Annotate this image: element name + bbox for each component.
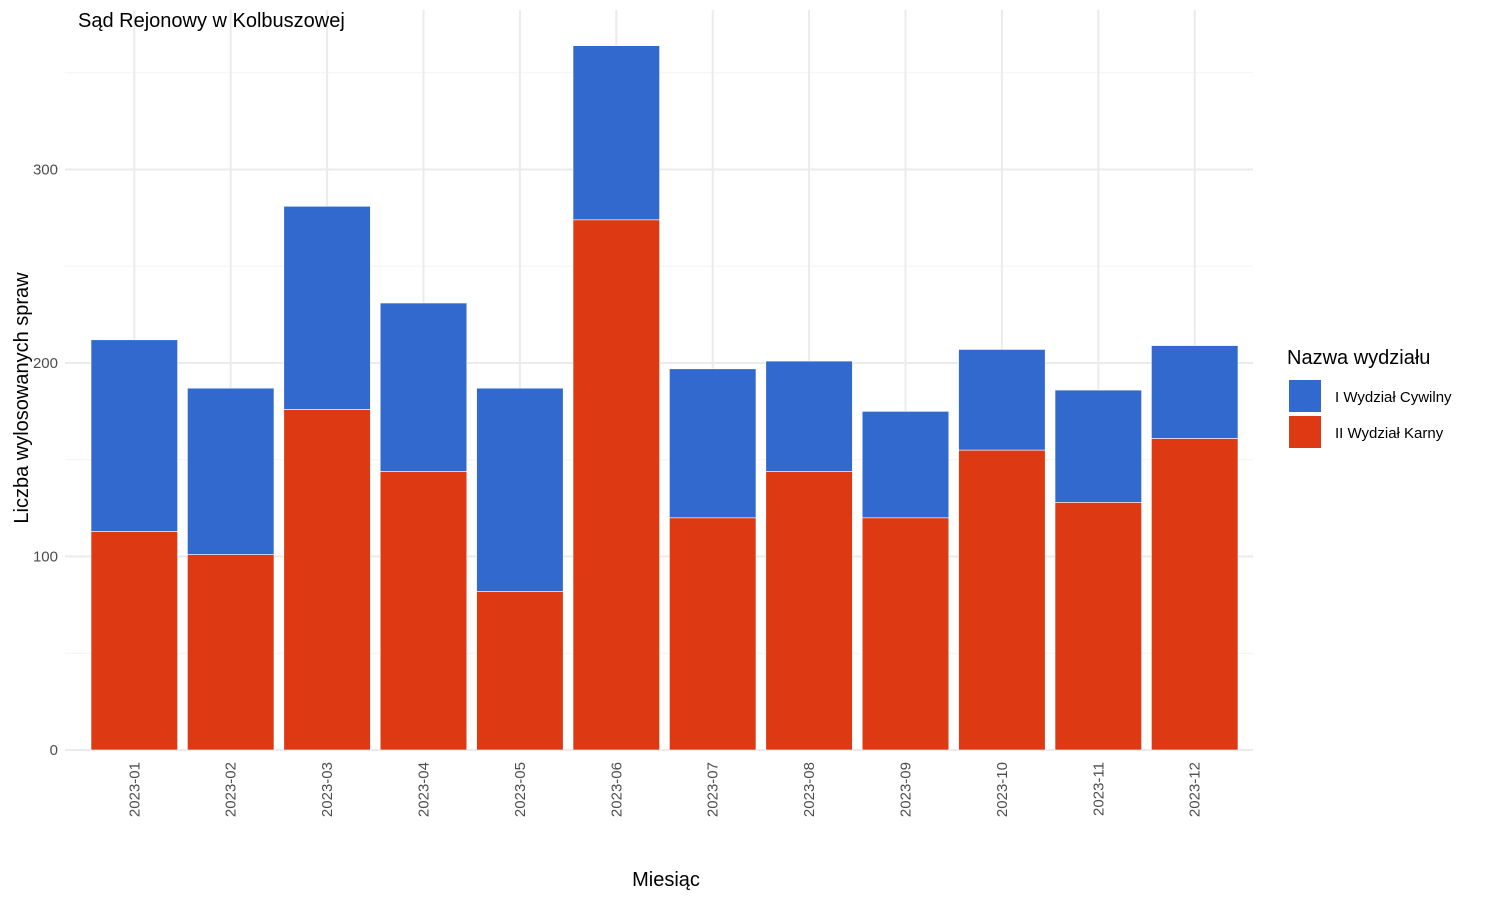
legend-title: Nazwa wydziału <box>1287 347 1430 369</box>
bar-2023-02-series-0 <box>187 554 275 751</box>
bar-2023-05-series-0 <box>476 591 564 751</box>
bar-2023-01-series-1 <box>90 339 178 532</box>
bar-2023-01-series-0 <box>90 531 178 751</box>
x-tick-label: 2023-12 <box>1187 762 1204 817</box>
x-tick-label: 2023-11 <box>1090 762 1107 816</box>
x-tick-label: 2023-05 <box>512 762 529 817</box>
bar-2023-04-series-1 <box>379 302 468 472</box>
bars <box>90 45 1239 751</box>
legend-swatch-cywilny <box>1289 380 1321 412</box>
y-tick-label: 0 <box>50 742 58 759</box>
legend-label-karny: II Wydział Karny <box>1335 425 1444 442</box>
x-tick-label: 2023-06 <box>608 762 625 817</box>
bar-2023-03-series-0 <box>283 409 371 751</box>
legend: Nazwa wydziału I Wydział Cywilny II Wydz… <box>1287 347 1452 448</box>
bar-2023-02-series-1 <box>187 387 275 555</box>
bar-2023-07-series-0 <box>669 517 757 751</box>
bar-2023-04-series-0 <box>379 471 468 751</box>
y-tick-label: 200 <box>33 355 58 372</box>
bar-2023-08-series-1 <box>765 360 853 472</box>
x-tick-label: 2023-03 <box>319 762 336 817</box>
bar-2023-07-series-1 <box>669 368 757 519</box>
bar-2023-08-series-0 <box>765 471 853 751</box>
x-tick-label: 2023-09 <box>898 762 915 817</box>
x-tick-label: 2023-04 <box>416 762 433 817</box>
legend-label-cywilny: I Wydział Cywilny <box>1335 389 1452 406</box>
x-tick-label: 2023-01 <box>126 762 143 817</box>
x-tick-label: 2023-07 <box>705 762 722 817</box>
x-tick-label: 2023-08 <box>801 762 818 817</box>
bar-2023-09-series-0 <box>861 517 950 751</box>
y-tick-label: 300 <box>33 162 58 179</box>
bar-2023-11-series-1 <box>1054 389 1142 503</box>
y-axis-ticks: 0 100 200 300 <box>33 162 58 760</box>
x-axis-title: Miesiąc <box>632 869 700 891</box>
y-axis-title: Liczba wylosowanych spraw <box>11 272 33 524</box>
bar-2023-05-series-1 <box>476 387 564 592</box>
y-tick-label: 100 <box>33 549 58 566</box>
x-tick-label: 2023-10 <box>994 762 1011 817</box>
chart-title: Sąd Rejonowy w Kolbuszowej <box>78 10 345 32</box>
bar-2023-12-series-0 <box>1151 438 1239 751</box>
legend-swatch-karny <box>1289 416 1321 448</box>
bar-2023-12-series-1 <box>1151 345 1239 439</box>
bar-2023-10-series-0 <box>958 449 1046 751</box>
bar-2023-06-series-1 <box>572 45 660 221</box>
bar-2023-06-series-0 <box>572 219 660 751</box>
bar-2023-09-series-1 <box>861 411 950 519</box>
x-tick-label: 2023-02 <box>223 762 240 817</box>
bar-2023-10-series-1 <box>958 349 1046 451</box>
x-axis-ticks: 2023-01 2023-02 2023-03 2023-04 2023-05 2023-… <box>126 762 1203 817</box>
bar-2023-11-series-0 <box>1054 502 1142 751</box>
bar-2023-03-series-1 <box>283 205 371 410</box>
